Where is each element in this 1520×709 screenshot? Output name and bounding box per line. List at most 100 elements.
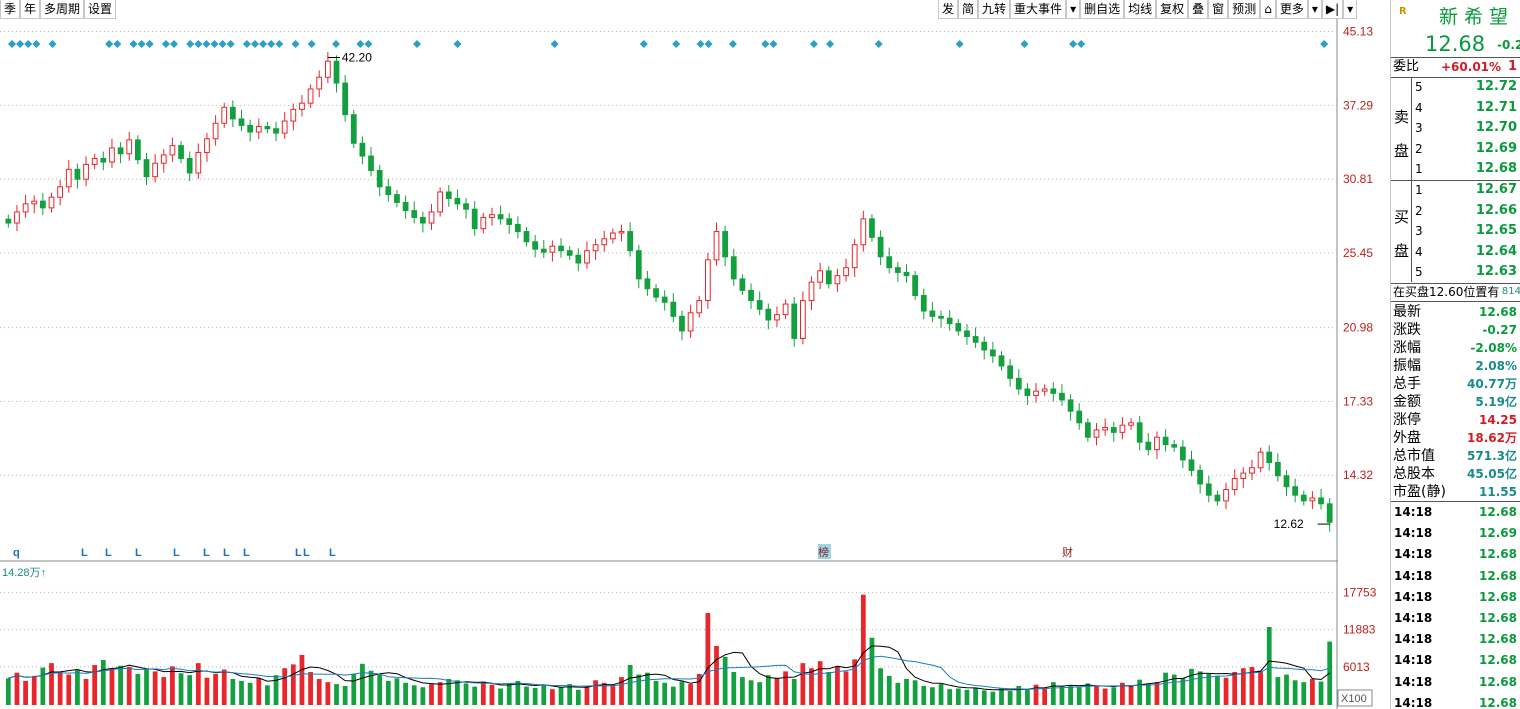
candle-body — [549, 245, 556, 253]
tick-time: 14:18 — [1394, 547, 1433, 562]
tick-row: 14:18 12.68 — [1391, 567, 1520, 585]
price-change: -0.2 — [1497, 38, 1520, 52]
volume-bar — [135, 673, 141, 705]
candle-body — [333, 60, 340, 84]
tool-button-10[interactable]: 预测 — [1228, 0, 1261, 19]
volume-bar — [498, 688, 503, 705]
period-button-3[interactable]: 设置 — [84, 0, 117, 19]
volume-bar — [66, 674, 72, 705]
price-tick-label: 17.33 — [1343, 394, 1373, 408]
volume-unit-label: X100 — [1341, 693, 1367, 705]
candle-body — [1188, 459, 1195, 471]
stat-label: 最新 — [1393, 304, 1421, 320]
candle-body — [713, 231, 720, 261]
volume-bar — [489, 684, 495, 705]
tick-row: 14:18 12.68 — [1391, 503, 1520, 521]
candle-body — [704, 259, 711, 302]
stat-label: 振幅 — [1393, 358, 1421, 374]
volume-bar — [247, 682, 253, 705]
volume-bar — [394, 678, 400, 705]
stat-value: 571.3亿 — [1467, 449, 1517, 463]
volume-bar — [334, 684, 339, 705]
event-diamond-marker — [251, 40, 259, 48]
stat-row: 最新 12.68 — [1391, 303, 1520, 321]
candle-body — [1102, 427, 1109, 431]
tool-button-11[interactable]: ⌂ — [1260, 0, 1276, 19]
volume-bar — [550, 689, 555, 705]
volume-bar — [696, 673, 702, 705]
buy-level-row: 4 12.64 — [1391, 243, 1520, 261]
tool-button-5[interactable]: 删自选 — [1080, 0, 1125, 19]
tool-button-12[interactable]: 更多 — [1275, 0, 1308, 19]
tick-price: 12.68 — [1479, 547, 1517, 562]
candle-body — [1007, 365, 1014, 379]
tool-button-15[interactable]: ▾ — [1343, 0, 1358, 19]
kline-chart[interactable]: 45.13 37.29 30.81 25.45 20.98 17.33 14.32 42.20… — [0, 0, 1390, 709]
tool-button-3[interactable]: 重大事件 — [1010, 0, 1067, 19]
volume-bar — [904, 679, 909, 705]
tool-button-9[interactable]: 窗 — [1208, 0, 1229, 19]
volume-bar — [221, 669, 227, 705]
candle-body — [1300, 494, 1307, 502]
candle-body — [57, 186, 64, 198]
volume-bar — [1249, 666, 1255, 705]
stat-value: 2.08% — [1475, 359, 1517, 373]
signal-letter: L — [223, 547, 230, 559]
sell-level-row: 2 12.69 — [1391, 140, 1520, 158]
sell-level-index: 5 — [1415, 80, 1423, 94]
volume-bar — [912, 680, 918, 705]
period-button-2[interactable]: 多周期 — [40, 0, 85, 19]
stat-label: 总手 — [1393, 376, 1421, 392]
event-diamond-marker — [1077, 40, 1086, 48]
tick-price: 12.68 — [1479, 653, 1517, 668]
stat-value: -0.27 — [1482, 323, 1517, 337]
candle-body — [39, 200, 46, 209]
position-note-tail: 814 — [1501, 286, 1520, 297]
candle-body — [273, 128, 279, 134]
event-diamond-marker — [259, 40, 268, 48]
volume-bar — [515, 680, 521, 705]
volume-bar — [57, 672, 63, 705]
candle-body — [566, 250, 573, 256]
stock-name: 新希望 — [1439, 6, 1515, 28]
tool-button-8[interactable]: 叠 — [1188, 0, 1209, 19]
volume-bar — [895, 682, 901, 705]
volume-bar — [722, 656, 728, 705]
volume-bar — [1258, 670, 1263, 705]
period-button-0[interactable]: 季 — [0, 0, 21, 19]
volume-bar — [955, 688, 961, 705]
tool-button-13[interactable]: ▾ — [1307, 0, 1322, 19]
tool-button-6[interactable]: 均线 — [1124, 0, 1157, 19]
stat-row: 涨跌 -0.27 — [1391, 321, 1520, 339]
candle-body — [143, 159, 150, 178]
event-diamond-marker — [170, 40, 178, 48]
candle-body — [100, 157, 107, 163]
volume-bar — [636, 674, 642, 705]
event-diamond-marker — [1020, 40, 1029, 48]
tool-button-7[interactable]: 复权 — [1156, 0, 1189, 19]
candle-body — [912, 275, 919, 296]
buy-level-price: 12.63 — [1475, 264, 1517, 279]
stat-value: -2.08% — [1470, 341, 1517, 355]
event-diamond-marker — [275, 40, 284, 48]
tool-button-2[interactable]: 九转 — [978, 0, 1011, 19]
event-mark-label: 财 — [1062, 545, 1073, 559]
tool-button-4[interactable]: ▾ — [1066, 0, 1081, 19]
candle-body — [1240, 472, 1247, 479]
period-button-1[interactable]: 年 — [20, 0, 41, 19]
event-diamond-marker — [356, 40, 365, 48]
candle-body — [1249, 467, 1255, 474]
candle-body — [532, 241, 539, 250]
tool-button-1[interactable]: 简 — [958, 0, 979, 19]
tool-button-14[interactable]: ▶| — [1321, 0, 1344, 19]
candle-body — [350, 114, 357, 144]
event-diamond-marker — [639, 40, 648, 48]
volume-bar — [360, 663, 365, 705]
candle-body — [653, 288, 659, 298]
volume-bar — [161, 677, 167, 705]
candle-body — [126, 139, 133, 155]
buy-level-price: 12.67 — [1475, 182, 1517, 197]
tool-button-0[interactable]: 发 — [938, 0, 959, 19]
volume-bar — [1120, 682, 1125, 705]
tick-price: 12.69 — [1479, 526, 1517, 541]
